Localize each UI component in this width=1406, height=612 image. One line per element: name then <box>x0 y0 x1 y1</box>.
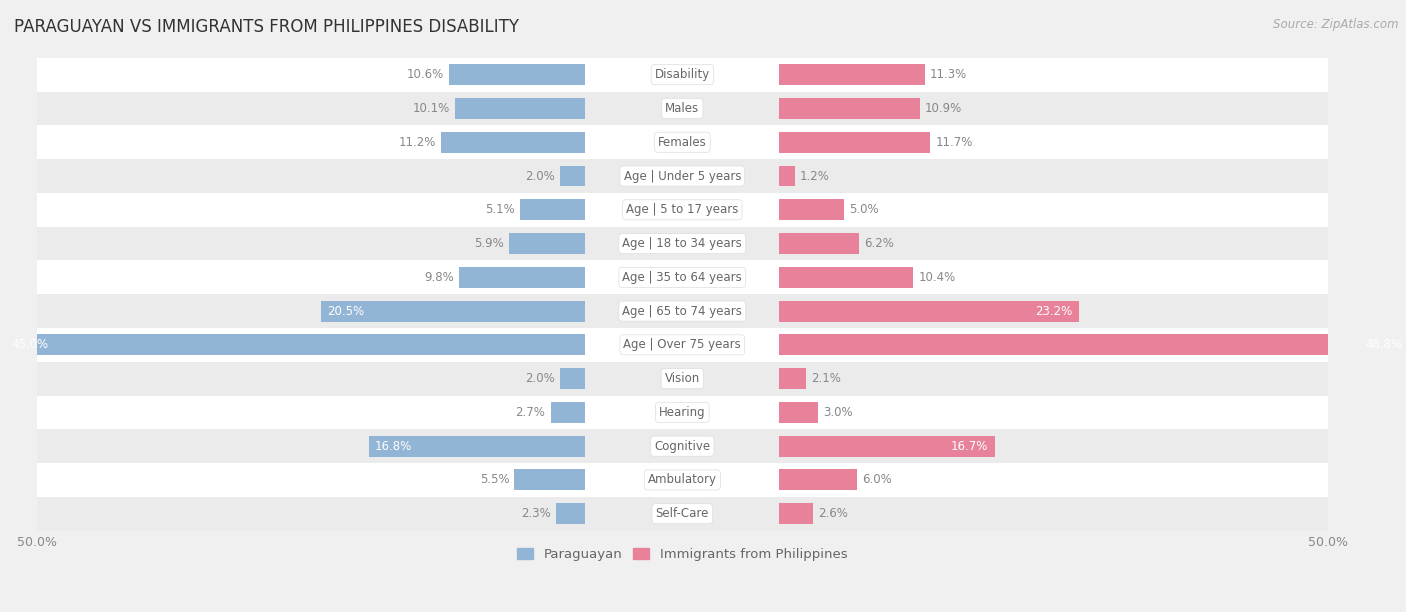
Bar <box>779 98 920 119</box>
Bar <box>321 300 585 321</box>
Bar <box>37 125 1327 159</box>
Bar <box>779 300 1078 321</box>
Text: 48.8%: 48.8% <box>1365 338 1403 351</box>
Bar <box>515 469 585 490</box>
Text: Age | 35 to 64 years: Age | 35 to 64 years <box>623 271 742 284</box>
Bar <box>37 497 1327 531</box>
Bar <box>779 64 925 85</box>
Bar <box>560 166 585 187</box>
Bar <box>37 193 1327 226</box>
Text: 16.8%: 16.8% <box>375 439 412 453</box>
Text: Vision: Vision <box>665 372 700 385</box>
Bar <box>779 503 813 524</box>
Bar <box>779 132 931 153</box>
Bar <box>449 64 585 85</box>
Text: 11.3%: 11.3% <box>931 68 967 81</box>
Bar <box>37 92 1327 125</box>
Text: 1.2%: 1.2% <box>800 170 830 182</box>
Text: Source: ZipAtlas.com: Source: ZipAtlas.com <box>1274 18 1399 31</box>
Text: 20.5%: 20.5% <box>328 305 364 318</box>
Text: 23.2%: 23.2% <box>1035 305 1073 318</box>
Text: 2.6%: 2.6% <box>818 507 848 520</box>
Bar <box>37 395 1327 429</box>
Text: Males: Males <box>665 102 699 115</box>
Text: 2.7%: 2.7% <box>516 406 546 419</box>
Text: 45.0%: 45.0% <box>11 338 48 351</box>
Text: 2.3%: 2.3% <box>520 507 551 520</box>
Text: Age | Over 75 years: Age | Over 75 years <box>623 338 741 351</box>
Bar <box>509 233 585 254</box>
Text: Age | 65 to 74 years: Age | 65 to 74 years <box>623 305 742 318</box>
Text: 10.4%: 10.4% <box>918 271 956 284</box>
Text: Age | Under 5 years: Age | Under 5 years <box>623 170 741 182</box>
Text: 2.0%: 2.0% <box>524 170 554 182</box>
Bar <box>551 402 585 423</box>
Bar <box>779 334 1406 356</box>
Bar <box>555 503 585 524</box>
Bar <box>779 469 856 490</box>
Text: 10.9%: 10.9% <box>925 102 962 115</box>
Bar <box>37 463 1327 497</box>
Bar <box>37 362 1327 395</box>
Text: 11.7%: 11.7% <box>935 136 973 149</box>
Text: 5.0%: 5.0% <box>849 203 879 216</box>
Text: 6.2%: 6.2% <box>865 237 894 250</box>
Bar <box>37 328 1327 362</box>
Bar <box>37 294 1327 328</box>
Text: Age | 18 to 34 years: Age | 18 to 34 years <box>623 237 742 250</box>
Text: Disability: Disability <box>655 68 710 81</box>
Bar <box>37 159 1327 193</box>
Bar <box>4 334 585 356</box>
Text: 2.0%: 2.0% <box>524 372 554 385</box>
Bar <box>779 368 806 389</box>
Bar <box>368 436 585 457</box>
Bar <box>779 402 818 423</box>
Bar <box>560 368 585 389</box>
Bar <box>37 58 1327 92</box>
Text: 16.7%: 16.7% <box>950 439 988 453</box>
Text: 10.1%: 10.1% <box>413 102 450 115</box>
Bar <box>779 436 994 457</box>
Bar <box>779 200 844 220</box>
Text: PARAGUAYAN VS IMMIGRANTS FROM PHILIPPINES DISABILITY: PARAGUAYAN VS IMMIGRANTS FROM PHILIPPINE… <box>14 18 519 36</box>
Text: 11.2%: 11.2% <box>398 136 436 149</box>
Bar <box>37 429 1327 463</box>
Bar <box>779 267 914 288</box>
Text: Ambulatory: Ambulatory <box>648 474 717 487</box>
Text: 10.6%: 10.6% <box>406 68 443 81</box>
Text: 5.9%: 5.9% <box>474 237 505 250</box>
Text: Self-Care: Self-Care <box>655 507 709 520</box>
Text: 3.0%: 3.0% <box>823 406 852 419</box>
Text: 2.1%: 2.1% <box>811 372 841 385</box>
Bar <box>779 233 859 254</box>
Bar <box>458 267 585 288</box>
Legend: Paraguayan, Immigrants from Philippines: Paraguayan, Immigrants from Philippines <box>512 543 852 567</box>
Bar <box>779 166 794 187</box>
Bar <box>456 98 585 119</box>
Text: 9.8%: 9.8% <box>425 271 454 284</box>
Text: Cognitive: Cognitive <box>654 439 710 453</box>
Text: 5.5%: 5.5% <box>479 474 509 487</box>
Text: Hearing: Hearing <box>659 406 706 419</box>
Bar <box>441 132 585 153</box>
Bar <box>520 200 585 220</box>
Bar <box>37 226 1327 261</box>
Bar <box>37 261 1327 294</box>
Text: Females: Females <box>658 136 707 149</box>
Text: Age | 5 to 17 years: Age | 5 to 17 years <box>626 203 738 216</box>
Text: 6.0%: 6.0% <box>862 474 891 487</box>
Text: 5.1%: 5.1% <box>485 203 515 216</box>
